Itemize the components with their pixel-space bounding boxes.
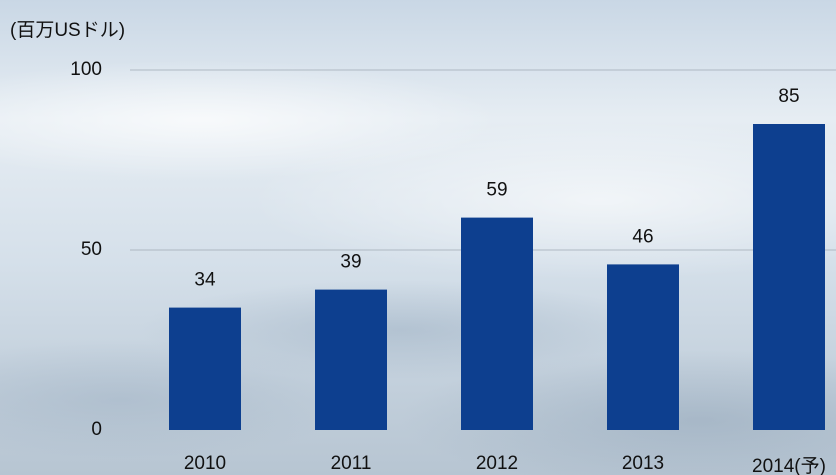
- bar: [607, 264, 679, 430]
- bar: [169, 308, 241, 430]
- bar: [461, 218, 533, 430]
- value-label: 39: [340, 252, 361, 273]
- value-label: 59: [486, 180, 507, 201]
- x-tick-label: 2012: [476, 453, 518, 474]
- chart: (百万USドル) 0 50 100 2010 34 2011 39 2012 59 2013 46 2…: [0, 0, 836, 475]
- y-tick-label: 100: [70, 59, 102, 80]
- bar: [315, 290, 387, 430]
- y-tick-label: 0: [91, 419, 102, 440]
- x-tick-label: 2010: [184, 453, 226, 474]
- y-axis-label: (百万USドル): [10, 20, 125, 41]
- x-tick-label: 2013: [622, 453, 664, 474]
- x-tick-label: 2011: [331, 453, 372, 474]
- value-label: 46: [632, 226, 653, 247]
- screen: (百万USドル) 0 50 100 2010 34 2011 39 2012 59 2013 46 2…: [0, 0, 836, 475]
- x-tick-label: 2014(予): [752, 456, 826, 475]
- value-label: 34: [194, 270, 216, 291]
- bar: [753, 124, 825, 430]
- value-label: 85: [778, 86, 799, 107]
- y-tick-label: 50: [81, 239, 102, 260]
